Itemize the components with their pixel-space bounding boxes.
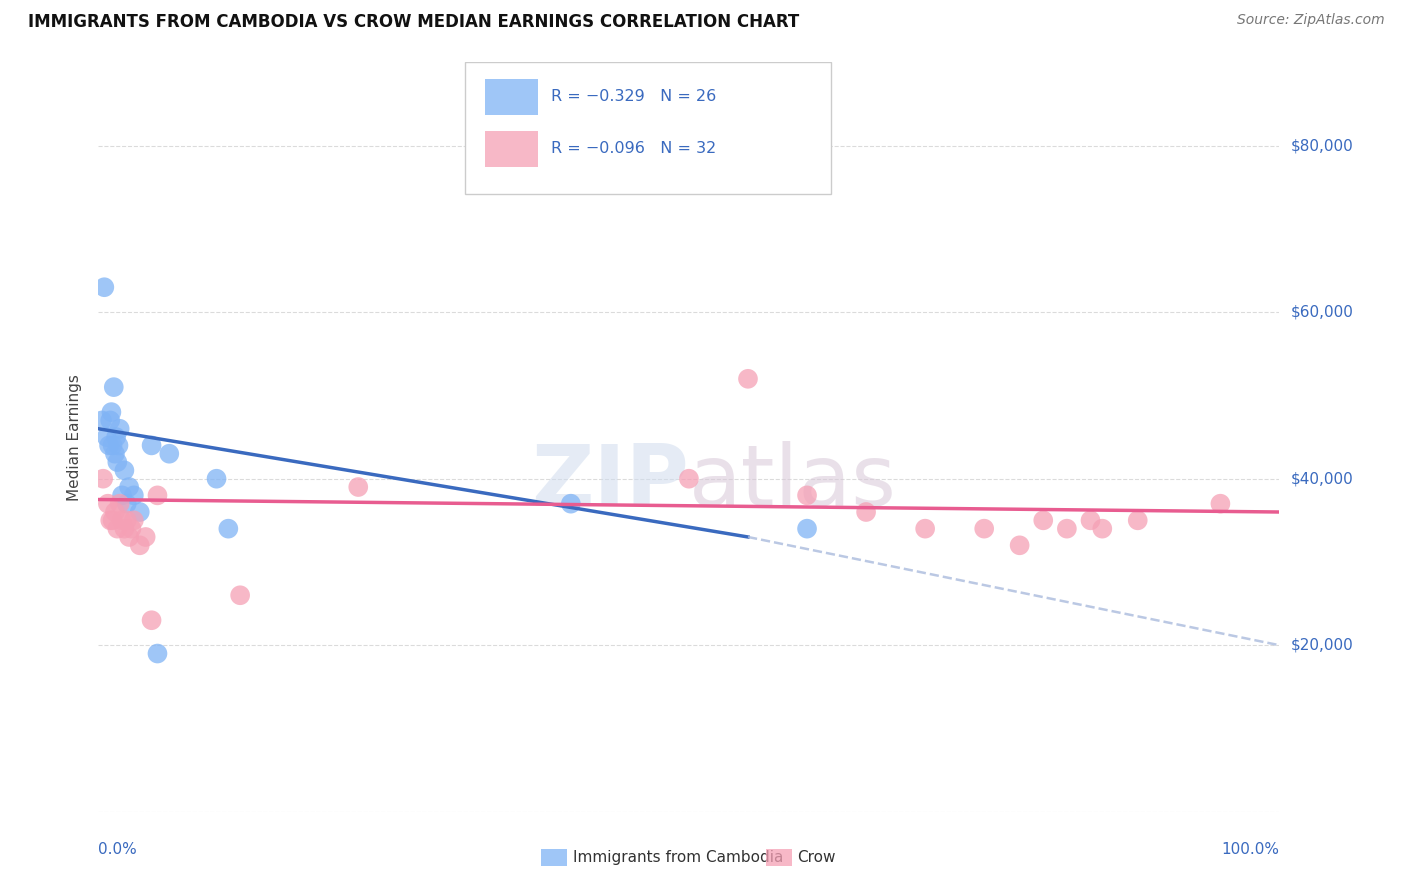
Point: [100, 405, 122, 419]
Point: [112, 463, 135, 477]
Point: [105, 522, 128, 536]
Point: [111, 488, 134, 502]
Point: [118, 480, 141, 494]
Point: [973, 522, 995, 536]
Point: [157, 447, 180, 461]
FancyBboxPatch shape: [541, 849, 567, 865]
Text: $40,000: $40,000: [1291, 471, 1354, 486]
Text: $60,000: $60,000: [1291, 305, 1354, 319]
Point: [347, 480, 370, 494]
Point: [122, 488, 145, 502]
Point: [96, 430, 118, 444]
Point: [678, 472, 700, 486]
FancyBboxPatch shape: [464, 62, 831, 194]
Text: R = −0.329   N = 26: R = −0.329 N = 26: [551, 88, 716, 103]
Point: [105, 455, 128, 469]
Point: [93, 280, 115, 294]
Point: [98, 513, 121, 527]
Point: [115, 497, 138, 511]
Point: [107, 438, 129, 452]
Point: [737, 372, 759, 386]
Text: atlas: atlas: [689, 441, 897, 524]
Point: [111, 513, 134, 527]
Point: [108, 422, 131, 436]
Point: [217, 522, 239, 536]
Point: [128, 505, 150, 519]
Point: [1126, 513, 1149, 527]
Point: [1056, 522, 1078, 536]
Point: [98, 413, 121, 427]
Point: [135, 530, 157, 544]
Point: [122, 513, 145, 527]
Point: [855, 505, 877, 519]
Text: IMMIGRANTS FROM CAMBODIA VS CROW MEDIAN EARNINGS CORRELATION CHART: IMMIGRANTS FROM CAMBODIA VS CROW MEDIAN …: [28, 13, 800, 31]
Point: [108, 497, 131, 511]
Y-axis label: Median Earnings: Median Earnings: [67, 374, 83, 500]
Point: [105, 430, 128, 444]
Point: [796, 522, 818, 536]
FancyBboxPatch shape: [766, 849, 792, 865]
Point: [101, 513, 124, 527]
Text: $80,000: $80,000: [1291, 138, 1354, 153]
Point: [104, 447, 127, 461]
Point: [141, 438, 163, 452]
Text: R = −0.096   N = 32: R = −0.096 N = 32: [551, 141, 716, 156]
Point: [1091, 522, 1114, 536]
Point: [118, 530, 141, 544]
Point: [560, 497, 582, 511]
Point: [1080, 513, 1102, 527]
Point: [229, 588, 252, 602]
Point: [103, 380, 125, 394]
Text: $20,000: $20,000: [1291, 638, 1354, 653]
Text: Immigrants from Cambodia: Immigrants from Cambodia: [574, 850, 783, 865]
Text: ZIP: ZIP: [531, 441, 689, 524]
Text: Crow: Crow: [797, 850, 837, 865]
Point: [91, 413, 114, 427]
Point: [146, 647, 169, 661]
Text: 100.0%: 100.0%: [1222, 842, 1279, 857]
FancyBboxPatch shape: [485, 78, 537, 115]
Point: [146, 488, 169, 502]
Point: [91, 472, 114, 486]
Point: [914, 522, 936, 536]
Point: [205, 472, 228, 486]
Point: [1008, 538, 1031, 552]
Point: [1032, 513, 1054, 527]
Point: [115, 513, 138, 527]
Text: 0.0%: 0.0%: [98, 842, 138, 857]
Point: [104, 505, 127, 519]
Point: [796, 488, 818, 502]
FancyBboxPatch shape: [485, 131, 537, 168]
Point: [128, 538, 150, 552]
Point: [141, 613, 163, 627]
Point: [98, 438, 121, 452]
Point: [97, 497, 120, 511]
Point: [112, 522, 135, 536]
Point: [101, 438, 124, 452]
Point: [1209, 497, 1232, 511]
Point: [121, 522, 143, 536]
Text: Source: ZipAtlas.com: Source: ZipAtlas.com: [1237, 13, 1385, 28]
